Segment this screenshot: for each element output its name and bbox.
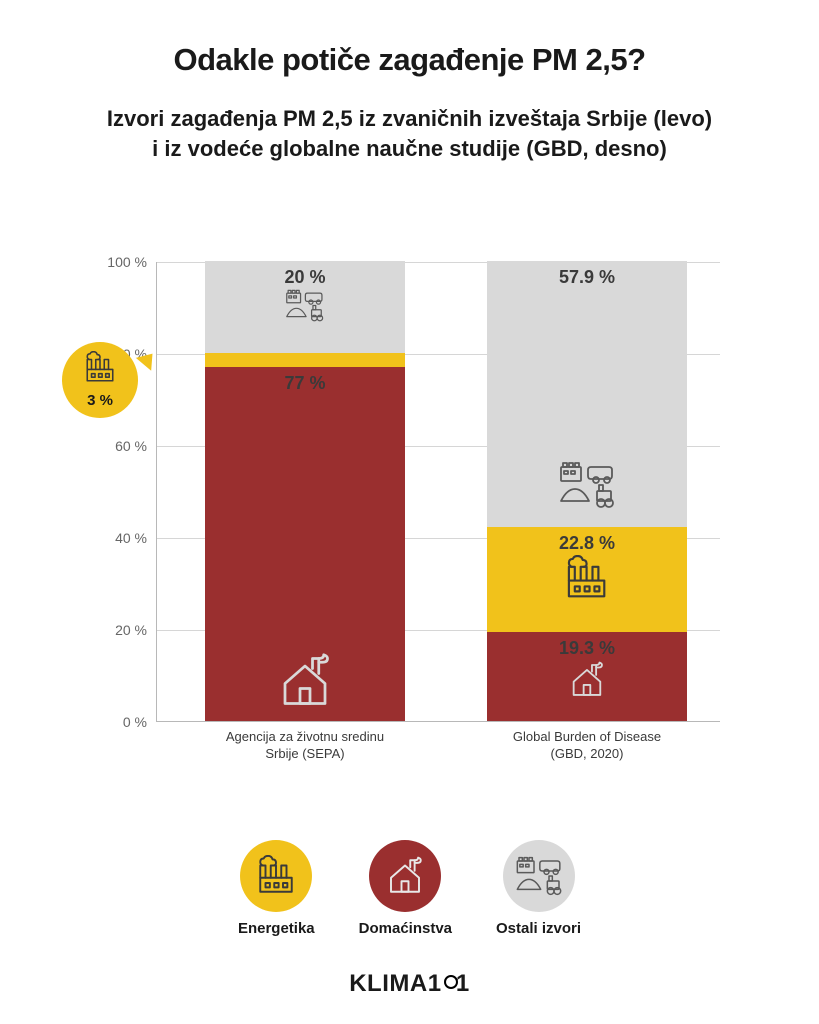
legend-label: Ostali izvori bbox=[496, 920, 581, 937]
legend: Energetika Domaćinstva Ostali izvor bbox=[0, 840, 819, 937]
x-axis-label: Global Burden of Disease(GBD, 2020) bbox=[462, 729, 712, 763]
logo-part-a: KLIMA1 bbox=[349, 970, 441, 997]
segment-label: 77 % bbox=[205, 373, 405, 394]
segment-ostali: 20 % bbox=[205, 261, 405, 353]
segment-energetika: 22.8 % bbox=[487, 527, 687, 632]
chart: 0 %20 %40 %60 %80 %100 %77 % 20 % Agenci… bbox=[100, 262, 720, 782]
logo-globe-icon bbox=[442, 970, 456, 998]
callout-value: 3 % bbox=[87, 392, 113, 409]
legend-item: Domaćinstva bbox=[359, 840, 452, 937]
segment-domacinstva: 77 % bbox=[205, 367, 405, 721]
factory-icon bbox=[487, 555, 687, 602]
legend-circle bbox=[503, 840, 575, 912]
bar-column: 19.3 % 22.8 % 57.9 % bbox=[487, 262, 687, 721]
y-tick: 100 % bbox=[107, 254, 157, 270]
bar-column: 77 % 20 % Agencija za životnu sredinuSrb… bbox=[205, 262, 405, 721]
segment-label: 22.8 % bbox=[487, 533, 687, 554]
x-axis-label: Agencija za životnu sredinuSrbije (SEPA) bbox=[180, 729, 430, 763]
house-icon bbox=[487, 660, 687, 700]
segment-label: 20 % bbox=[205, 267, 405, 288]
legend-item: Ostali izvori bbox=[496, 840, 581, 937]
subtitle-line1: Izvori zagađenja PM 2,5 iz zvaničnih izv… bbox=[107, 106, 712, 131]
segment-ostali: 57.9 % bbox=[487, 261, 687, 527]
house-icon bbox=[205, 651, 405, 711]
legend-circle bbox=[240, 840, 312, 912]
y-tick: 20 % bbox=[115, 622, 157, 638]
segment-label: 19.3 % bbox=[487, 638, 687, 659]
energetika-callout: 3 % bbox=[62, 342, 138, 418]
logo-part-b: 1 bbox=[456, 970, 470, 997]
plot-area: 0 %20 %40 %60 %80 %100 %77 % 20 % Agenci… bbox=[156, 262, 720, 722]
subtitle: Izvori zagađenja PM 2,5 iz zvaničnih izv… bbox=[0, 104, 819, 163]
brand-logo: KLIMA1 1 bbox=[0, 970, 819, 998]
y-tick: 60 % bbox=[115, 438, 157, 454]
y-tick: 0 % bbox=[123, 714, 157, 730]
segment-label: 57.9 % bbox=[487, 267, 687, 288]
segment-energetika bbox=[205, 353, 405, 367]
legend-label: Energetika bbox=[238, 920, 315, 937]
segment-domacinstva: 19.3 % bbox=[487, 632, 687, 721]
legend-label: Domaćinstva bbox=[359, 920, 452, 937]
multi-icon bbox=[205, 289, 405, 322]
legend-item: Energetika bbox=[238, 840, 315, 937]
y-tick: 40 % bbox=[115, 530, 157, 546]
page-title: Odakle potiče zagađenje PM 2,5? bbox=[0, 0, 819, 78]
multi-icon bbox=[487, 461, 687, 509]
factory-icon bbox=[83, 351, 117, 390]
subtitle-line2: i iz vodeće globalne naučne studije (GBD… bbox=[152, 136, 667, 161]
legend-circle bbox=[369, 840, 441, 912]
